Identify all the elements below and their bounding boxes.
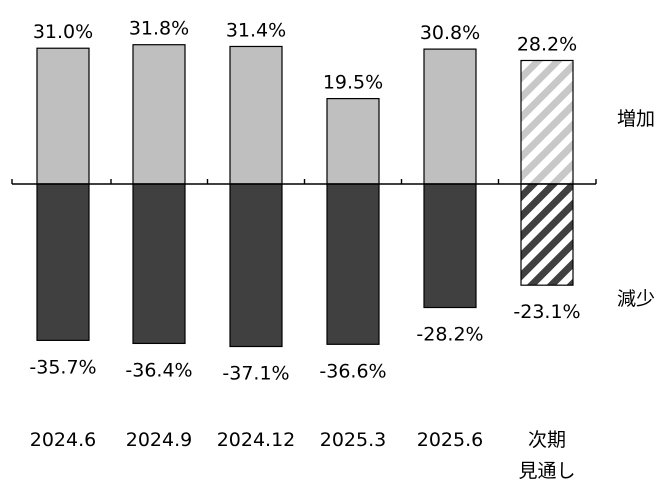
- increase-value-label-1: 31.8%: [129, 18, 189, 40]
- category-label-5-line-1: 見通し: [518, 460, 575, 479]
- increase-value-label-4: 30.8%: [420, 22, 480, 44]
- increase-bar-5: [520, 59, 574, 185]
- increase-value-label-3: 19.5%: [323, 72, 383, 94]
- category-label-3: 2025.3: [320, 429, 386, 451]
- increase-bar-0: [36, 47, 90, 185]
- category-label-0: 2024.6: [30, 429, 96, 451]
- decrease-value-label-0: -35.7%: [29, 356, 96, 378]
- decrease-bar-5: [520, 183, 574, 286]
- decrease-bar-1: [132, 183, 186, 345]
- increase-bar-1: [132, 44, 186, 185]
- increase-bar-3: [326, 97, 380, 185]
- decrease-bar-0: [36, 183, 90, 341]
- decrease-value-label-4: -28.2%: [416, 324, 483, 346]
- increase-value-label-2: 31.4%: [226, 19, 286, 41]
- increase-value-label-0: 31.0%: [33, 21, 93, 43]
- decrease-value-label-2: -37.1%: [222, 362, 289, 384]
- bars-layer: [36, 44, 574, 348]
- series-label-increase: 増加: [617, 108, 655, 130]
- category-label-5: 次期: [528, 429, 566, 451]
- category-label-2: 2024.12: [217, 429, 296, 451]
- decrease-bar-2: [229, 183, 283, 348]
- zero-axis: [11, 179, 597, 185]
- category-label-4: 2025.6: [417, 429, 483, 451]
- labels-layer: 31.0% 31.8% 31.4% 19.5% 30.8% 28.2% -35.7% -36.…: [29, 18, 655, 479]
- category-label-1: 2024.9: [126, 429, 192, 451]
- increase-bar-2: [229, 45, 283, 185]
- increase-value-label-5: 28.2%: [517, 33, 577, 55]
- decrease-value-label-1: -36.4%: [125, 359, 192, 381]
- increase-bar-4: [423, 48, 477, 185]
- decrease-bar-4: [423, 183, 477, 309]
- decrease-value-label-5: -23.1%: [513, 301, 580, 323]
- decrease-value-label-3: -36.6%: [319, 360, 386, 382]
- series-label-decrease: 減少: [617, 288, 655, 310]
- decrease-bar-3: [326, 183, 380, 345]
